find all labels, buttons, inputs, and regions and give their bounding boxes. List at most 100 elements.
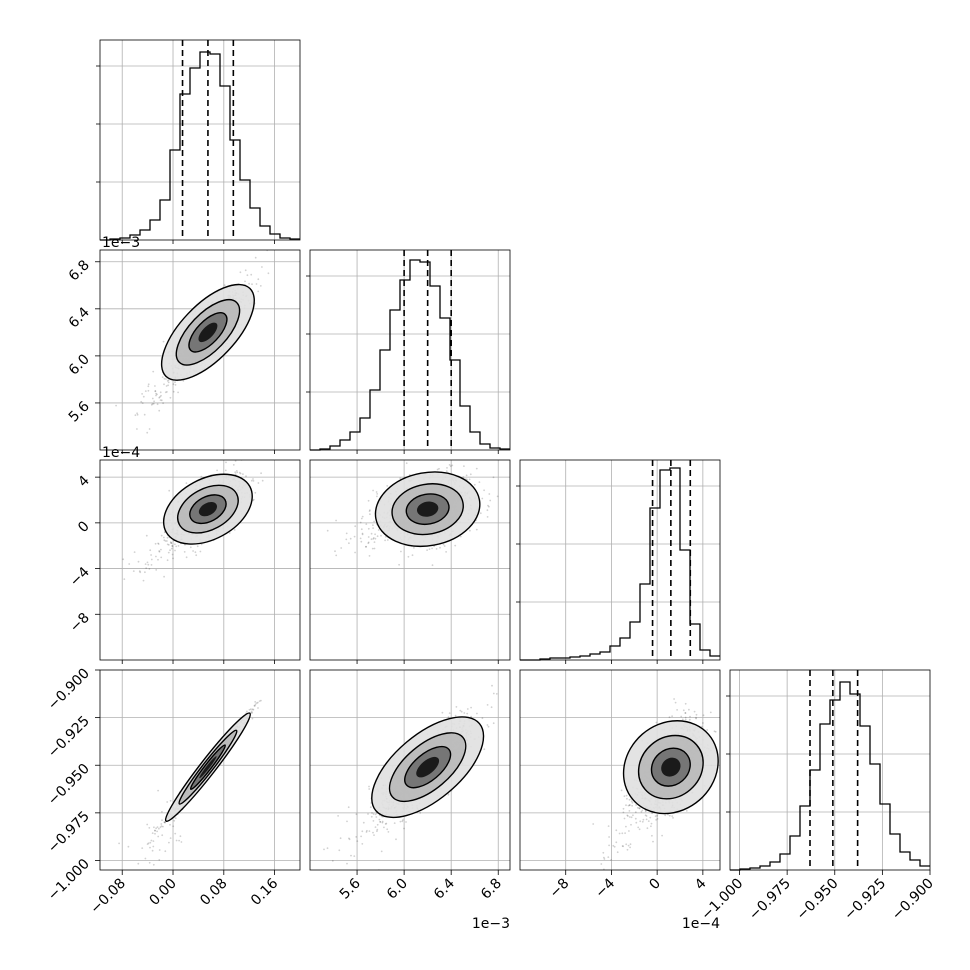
sample-point	[174, 549, 176, 552]
sample-point	[200, 475, 203, 478]
sample-point	[387, 831, 390, 833]
sample-point	[463, 465, 465, 467]
sample-point	[366, 829, 368, 832]
sample-point	[158, 550, 161, 552]
sample-point	[244, 280, 246, 283]
sample-point	[355, 813, 358, 816]
scatter-panel-3-1	[99, 459, 301, 661]
sample-point	[174, 832, 177, 835]
sample-point	[170, 542, 173, 545]
sample-point	[185, 556, 188, 559]
sample-point	[254, 703, 257, 706]
sample-point	[157, 789, 160, 792]
density-peak	[198, 322, 218, 343]
sample-point	[145, 567, 148, 569]
panel-frame	[519, 459, 721, 661]
sample-point	[419, 812, 422, 814]
sample-point	[150, 558, 153, 561]
sample-point	[115, 404, 117, 407]
sample-point	[166, 543, 169, 546]
sample-point	[168, 489, 171, 492]
sample-point	[492, 722, 495, 725]
sample-point	[367, 813, 369, 815]
sample-point	[228, 532, 231, 534]
sample-point	[373, 541, 376, 543]
sample-point	[138, 570, 141, 573]
sample-point	[628, 830, 630, 832]
sample-point	[475, 467, 478, 470]
sample-point	[655, 819, 657, 821]
sample-point	[374, 537, 377, 540]
sample-point	[347, 806, 350, 809]
sample-point	[466, 712, 469, 715]
scatter-panel-4-1	[99, 669, 301, 871]
sample-point	[155, 392, 158, 395]
sample-point	[160, 399, 163, 402]
sample-point	[254, 704, 256, 707]
panel-content	[115, 250, 270, 434]
sample-point	[257, 290, 260, 293]
sample-point	[372, 489, 374, 492]
sample-point	[354, 525, 357, 528]
sample-point	[175, 839, 178, 842]
sample-point	[370, 815, 373, 818]
sample-point	[400, 550, 402, 553]
scatter-panel-2-1	[99, 249, 301, 451]
sample-point	[171, 553, 174, 556]
sample-point	[149, 549, 152, 552]
sample-point	[381, 821, 384, 824]
sample-point	[463, 712, 466, 714]
sample-point	[403, 827, 405, 830]
sample-point	[470, 706, 472, 709]
sample-point	[185, 482, 188, 484]
sample-point	[481, 497, 484, 500]
sample-point	[155, 394, 157, 397]
sample-point	[345, 538, 348, 541]
sample-point	[487, 725, 490, 728]
sample-point	[146, 843, 149, 845]
sample-point	[349, 537, 352, 540]
sample-point	[174, 384, 177, 386]
sample-point	[369, 806, 372, 809]
sample-point	[142, 579, 145, 582]
sample-point	[257, 707, 259, 709]
sample-point	[251, 708, 254, 711]
sample-point	[174, 817, 177, 819]
sample-point	[376, 535, 379, 538]
sample-point	[483, 748, 486, 751]
sample-point	[444, 453, 446, 455]
sample-point	[232, 464, 235, 466]
panel-content	[326, 453, 499, 567]
sample-point	[625, 843, 628, 846]
sample-point	[376, 823, 379, 826]
sample-point	[448, 712, 451, 714]
sample-point	[167, 544, 170, 546]
sample-point	[163, 383, 165, 386]
sample-point	[380, 850, 383, 853]
sample-point	[158, 849, 161, 851]
sample-point	[368, 510, 371, 512]
sample-point	[169, 549, 171, 552]
histogram-step-line	[520, 467, 720, 661]
contour-level-3	[404, 745, 452, 789]
sample-point	[713, 730, 716, 733]
sample-point	[496, 495, 499, 498]
sample-point	[370, 532, 373, 535]
sample-point	[372, 820, 375, 822]
panel-frame	[729, 669, 931, 871]
histogram-step-line	[310, 259, 510, 451]
sample-point	[161, 819, 163, 822]
sample-point	[446, 467, 448, 469]
sample-point	[144, 857, 147, 860]
sample-point	[161, 834, 164, 837]
sample-point	[487, 504, 489, 507]
sample-point	[161, 810, 163, 813]
sample-point	[248, 708, 251, 711]
sample-point	[386, 485, 389, 487]
sample-point	[234, 471, 237, 474]
sample-point	[695, 713, 698, 716]
sample-point	[163, 539, 166, 542]
sample-point	[361, 532, 364, 535]
sample-point	[174, 543, 176, 546]
sample-point	[661, 834, 663, 837]
